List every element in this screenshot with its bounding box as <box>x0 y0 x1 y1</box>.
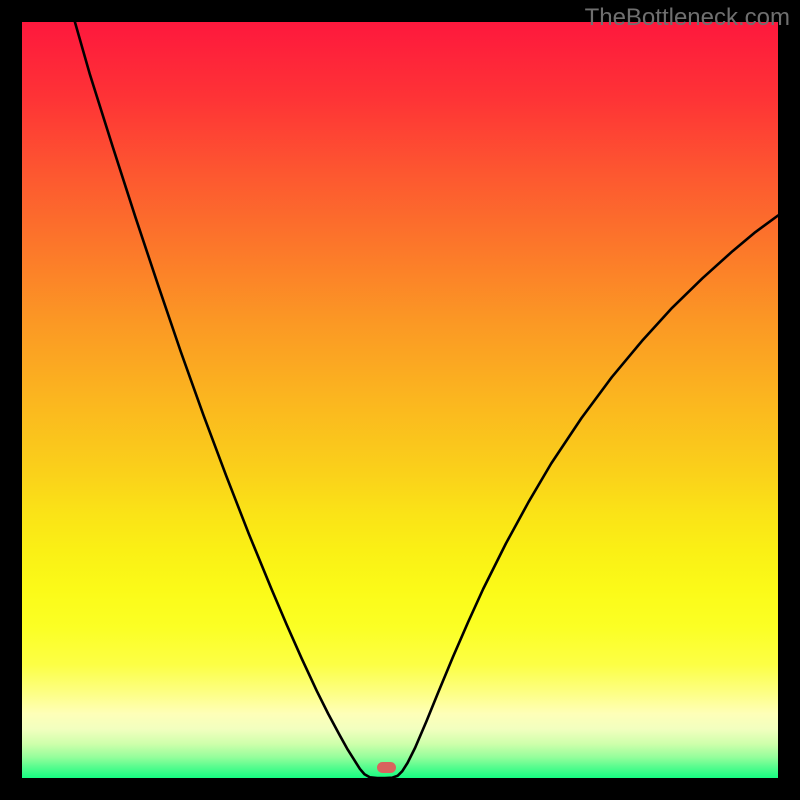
watermark-text: TheBottleneck.com <box>585 4 790 32</box>
bottleneck-chart <box>22 22 778 778</box>
optimum-marker <box>377 762 396 773</box>
chart-container: TheBottleneck.com <box>0 0 800 800</box>
